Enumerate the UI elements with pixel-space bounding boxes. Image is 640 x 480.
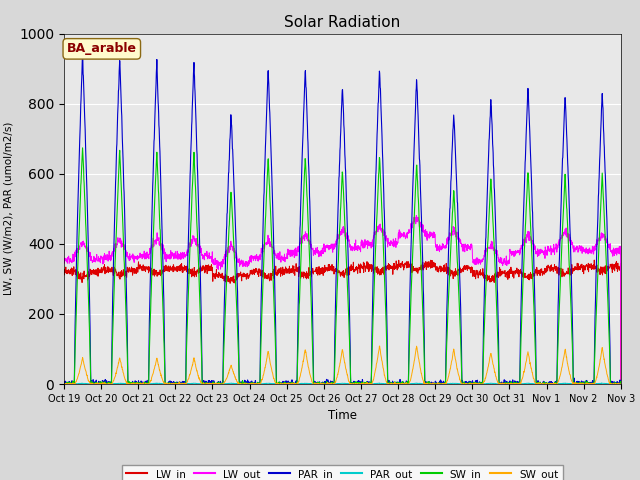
SW_out <box>376 343 383 349</box>
Line: SW_out: SW_out <box>64 346 621 384</box>
SW_in <box>359 381 367 387</box>
PAR_out <box>598 380 605 386</box>
SW_in <box>505 381 513 387</box>
LW_in <box>371 265 378 271</box>
LW_out <box>412 213 420 218</box>
LW_out <box>371 230 378 236</box>
LW_in <box>590 257 598 263</box>
PAR_out <box>504 381 512 387</box>
PAR_in <box>568 303 576 309</box>
LW_out <box>584 249 591 255</box>
LW_in <box>60 268 68 274</box>
SW_out <box>505 381 513 386</box>
LW_out <box>358 242 366 248</box>
SW_in <box>371 262 379 267</box>
SW_out <box>371 370 379 376</box>
PAR_in <box>584 380 591 386</box>
Legend: LW_in, LW_out, PAR_in, PAR_out, SW_in, SW_out: LW_in, LW_out, PAR_in, PAR_out, SW_in, S… <box>122 465 563 480</box>
LW_out <box>60 256 68 262</box>
PAR_in <box>216 381 223 387</box>
PAR_in <box>359 381 367 387</box>
PAR_out <box>617 381 625 387</box>
Line: PAR_in: PAR_in <box>64 55 621 384</box>
PAR_out <box>371 381 378 386</box>
PAR_in <box>79 52 86 58</box>
PAR_out <box>60 381 68 387</box>
PAR_out <box>358 381 366 387</box>
LW_in <box>583 263 591 268</box>
Text: BA_arable: BA_arable <box>67 42 137 55</box>
SW_out <box>617 381 625 387</box>
PAR_in <box>60 380 68 386</box>
LW_out <box>504 261 512 267</box>
LW_in <box>617 381 625 387</box>
SW_out <box>584 380 591 386</box>
Line: SW_in: SW_in <box>64 148 621 384</box>
SW_out <box>359 381 367 387</box>
PAR_out <box>216 381 223 387</box>
SW_out <box>60 381 68 387</box>
X-axis label: Time: Time <box>328 409 357 422</box>
Line: LW_out: LW_out <box>64 216 621 384</box>
SW_in <box>216 381 223 387</box>
Y-axis label: LW, SW (W/m2), PAR (umol/m2/s): LW, SW (W/m2), PAR (umol/m2/s) <box>4 122 13 296</box>
Line: PAR_out: PAR_out <box>64 383 621 384</box>
PAR_in <box>505 381 513 387</box>
LW_in <box>216 270 223 276</box>
LW_out <box>568 242 575 248</box>
LW_out <box>617 381 625 387</box>
Title: Solar Radiation: Solar Radiation <box>284 15 401 30</box>
SW_in <box>61 381 68 387</box>
PAR_in <box>371 201 379 207</box>
SW_in <box>568 336 576 341</box>
SW_out <box>216 381 223 387</box>
Line: LW_in: LW_in <box>64 260 621 384</box>
SW_out <box>60 381 68 387</box>
LW_in <box>358 264 366 269</box>
SW_in <box>79 145 86 151</box>
PAR_out <box>583 381 591 387</box>
SW_in <box>617 381 625 387</box>
SW_in <box>584 380 591 386</box>
SW_out <box>568 379 576 385</box>
PAR_in <box>60 381 68 387</box>
LW_in <box>568 268 575 274</box>
LW_out <box>216 262 223 268</box>
PAR_out <box>568 381 575 386</box>
PAR_in <box>617 381 625 387</box>
LW_in <box>504 268 512 274</box>
SW_in <box>60 381 68 386</box>
